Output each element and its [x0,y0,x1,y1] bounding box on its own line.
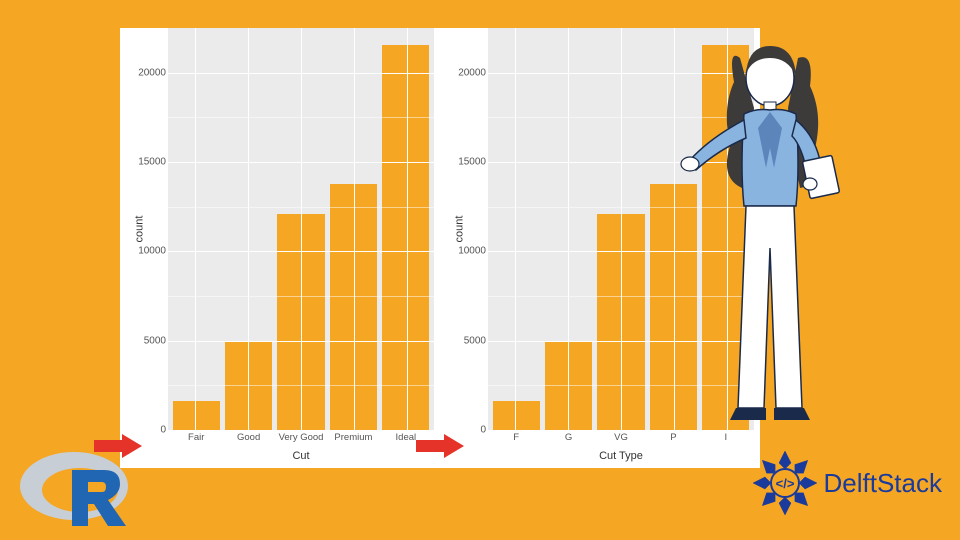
y-tick-label: 15000 [452,156,486,167]
x-tick-label: VG [595,430,647,446]
x-ticks-left: FairGoodVery GoodPremiumIdeal [168,430,434,446]
gridline-v [248,28,249,430]
gridline-v [195,28,196,430]
y-axis-right: count 05000100001500020000 [440,28,488,430]
gridline-v [568,28,569,430]
gridline-v [407,28,408,430]
mandala-icon: </> [750,448,820,518]
x-tick-label: F [490,430,542,446]
x-axis-right: FGVGPI Cut Type [488,430,754,468]
y-tick-label: 10000 [452,246,486,257]
y-tick-label: 15000 [132,156,166,167]
bar [382,45,429,430]
y-tick-label: 5000 [452,335,486,346]
x-tick-label: G [542,430,594,446]
y-axis-left: count 05000100001500020000 [120,28,168,430]
x-axis-label-left: Cut [168,450,434,462]
gridline-v [621,28,622,430]
woman-illustration [680,28,860,428]
y-tick-label: 10000 [132,246,166,257]
chart-left-panel: count 05000100001500020000 FairGoodVery … [120,28,440,468]
y-ticks-left: 05000100001500020000 [132,28,166,430]
arrow-right-icon [414,432,466,460]
y-tick-label: 5000 [132,335,166,346]
x-axis-label-right: Cut Type [488,450,754,462]
x-tick-label: Fair [170,430,222,446]
r-logo-icon [18,440,138,530]
y-tick-label: 20000 [452,67,486,78]
x-axis-left: FairGoodVery GoodPremiumIdeal Cut [168,430,434,468]
delftstack-logo: </> DelftStack [750,448,943,518]
gridline-v [515,28,516,430]
delftstack-text: DelftStack [824,468,943,499]
bar [173,401,220,430]
plot-wrap-left: count 05000100001500020000 [120,28,440,430]
x-tick-label: Premium [327,430,379,446]
x-tick-label: I [700,430,752,446]
svg-text:</>: </> [775,476,794,491]
y-tick-label: 20000 [132,67,166,78]
x-tick-label: Good [222,430,274,446]
bar [493,401,540,430]
gridline-v [301,28,302,430]
x-ticks-right: FGVGPI [488,430,754,446]
gridline-v [674,28,675,430]
chart-container: count 05000100001500020000 FairGoodVery … [120,28,760,468]
gridline-v [354,28,355,430]
y-ticks-right: 05000100001500020000 [452,28,486,430]
x-tick-label: P [647,430,699,446]
plot-area-left [168,28,434,430]
x-tick-label: Very Good [275,430,327,446]
